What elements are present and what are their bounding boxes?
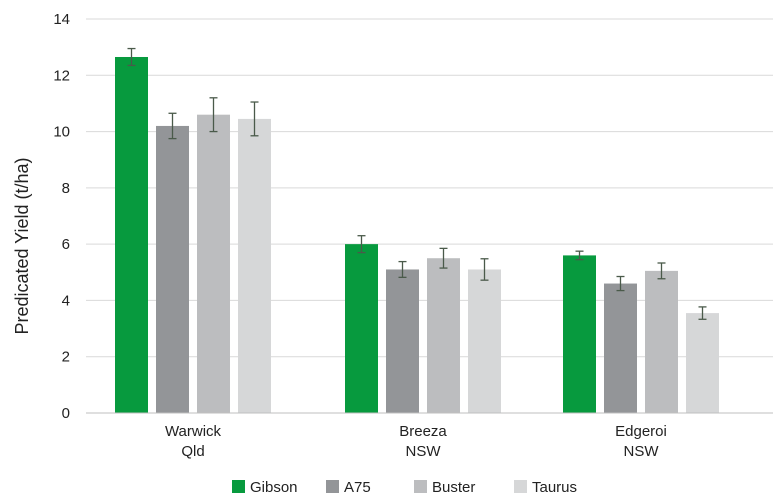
error-bar — [698, 306, 707, 320]
y-tick-label: 8 — [62, 180, 70, 197]
error-bar — [250, 101, 259, 137]
error-bar — [575, 250, 584, 261]
bars — [115, 56, 719, 414]
legend-label: Gibson — [250, 479, 298, 496]
bar-a75-2 — [386, 269, 419, 413]
bar-gibson-2 — [345, 244, 378, 413]
error-bar — [616, 275, 625, 292]
error-bar — [168, 112, 177, 140]
category-label: Edgeroi — [615, 423, 667, 440]
error-bar — [657, 262, 666, 280]
legend-swatch — [414, 480, 427, 493]
y-tick-label: 0 — [62, 405, 70, 422]
legend-item-a75: A75 — [326, 479, 371, 496]
bar-a75-3 — [604, 283, 637, 413]
legend-swatch — [326, 480, 339, 493]
bar-buster-2 — [427, 258, 460, 413]
legend-item-buster: Buster — [414, 479, 475, 496]
error-bar — [127, 47, 136, 67]
bar-a75-1 — [156, 125, 189, 413]
category-labels: Warwick Qld Breeza NSW Edgeroi NSW — [165, 423, 667, 460]
y-tick-label: 4 — [62, 292, 70, 309]
category-label: Warwick — [165, 423, 222, 440]
legend-swatch — [514, 480, 527, 493]
error-bar — [209, 97, 218, 133]
bar-buster-3 — [645, 270, 678, 413]
legend-label: A75 — [344, 479, 371, 496]
bar-gibson-1 — [115, 56, 148, 413]
legend-item-taurus: Taurus — [514, 479, 577, 496]
category-label: Breeza — [399, 423, 447, 440]
error-bar — [398, 260, 407, 279]
legend: Gibson A75 Buster Taurus — [232, 479, 577, 496]
error-bar — [357, 235, 366, 254]
y-tick-label: 6 — [62, 236, 70, 253]
bar-taurus-3 — [686, 313, 719, 413]
y-tick-label: 2 — [62, 349, 70, 366]
bar-gibson-3 — [563, 255, 596, 413]
y-tick-label: 12 — [53, 67, 70, 84]
error-bars — [127, 47, 707, 320]
legend-swatch — [232, 480, 245, 493]
category-sublabel: NSW — [624, 443, 660, 460]
bar-buster-1 — [197, 114, 230, 413]
legend-label: Buster — [432, 479, 475, 496]
y-axis-title: Predicated Yield (t/ha) — [12, 157, 32, 334]
category-sublabel: Qld — [181, 443, 204, 460]
bar-taurus-2 — [468, 269, 501, 413]
legend-item-gibson: Gibson — [232, 479, 298, 496]
error-bar — [439, 247, 448, 269]
category-sublabel: NSW — [406, 443, 442, 460]
error-bar — [480, 258, 489, 281]
y-axis-ticks: 0 2 4 6 8 10 12 14 — [53, 11, 70, 422]
legend-label: Taurus — [532, 479, 577, 496]
y-tick-label: 10 — [53, 124, 70, 141]
y-tick-label: 14 — [53, 11, 70, 28]
bar-taurus-1 — [238, 118, 271, 414]
